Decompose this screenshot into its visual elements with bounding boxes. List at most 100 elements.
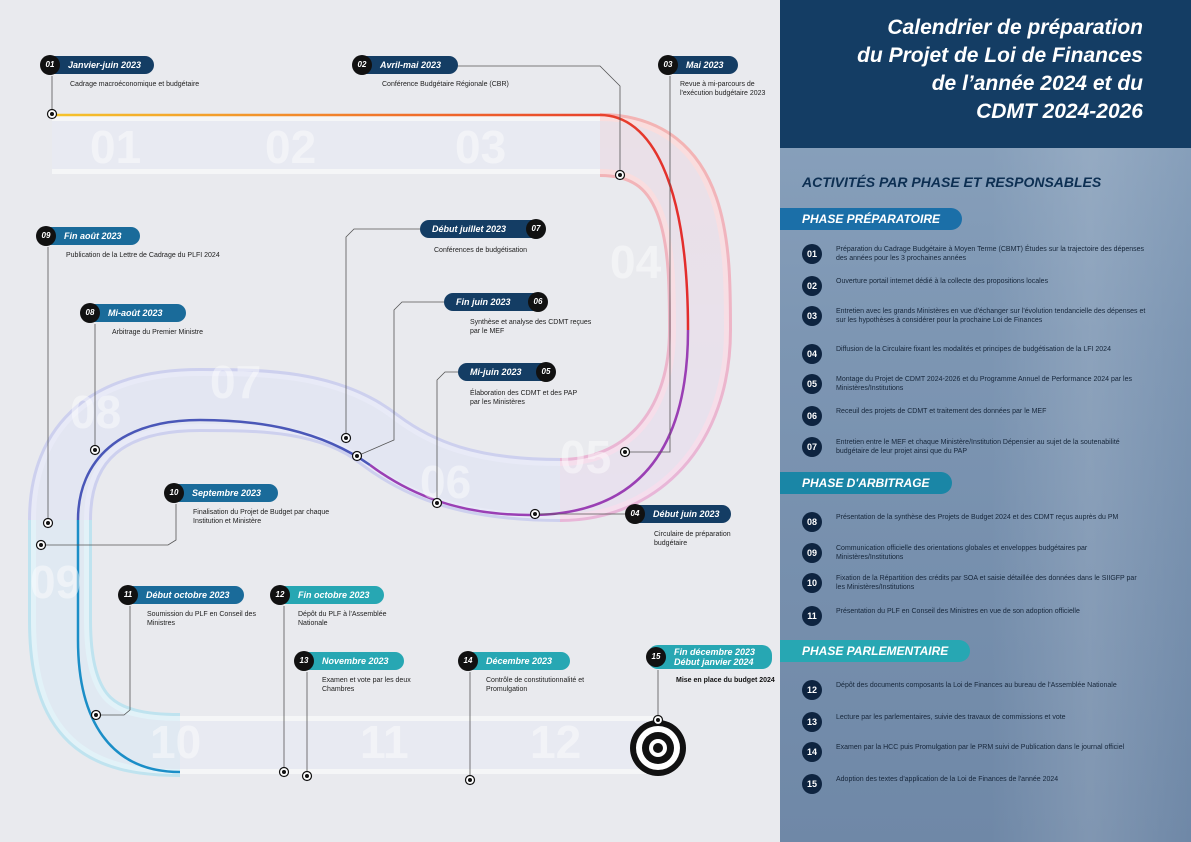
activity-number-badge: 14 xyxy=(802,742,822,762)
milestone-date-pill: 03 Mai 2023 xyxy=(658,55,738,75)
track-main-mid xyxy=(76,418,371,521)
milestone-date-pill: 06 Fin juin 2023 xyxy=(444,292,548,312)
activity-number-badge: 09 xyxy=(802,543,822,563)
milestone-date: Septembre 2023 xyxy=(192,488,262,498)
activity-text: Receuil des projets de CDMT et traitemen… xyxy=(836,408,1047,415)
milestone-dot-center xyxy=(282,770,286,774)
milestone-label: Arbitrage du Premier Ministre xyxy=(112,329,204,336)
milestone-dot-center xyxy=(94,713,98,717)
activity-number-badge: 07 xyxy=(802,437,822,457)
section-title: ACTIVITÉS PAR PHASE ET RESPONSABLES xyxy=(802,174,1102,190)
milestone-label: Soumission du PLF en Conseil des Ministr… xyxy=(147,611,256,627)
activity-text: Dépôt des documents composants la Loi de… xyxy=(836,682,1117,689)
milestone-dot-center xyxy=(435,501,439,505)
milestone-date: Mai 2023 xyxy=(686,60,724,70)
milestone-date: Novembre 2023 xyxy=(322,656,389,666)
road-month-number: 02 xyxy=(265,121,317,173)
milestone-date: Décembre 2023 xyxy=(486,656,553,666)
track-main-left xyxy=(76,520,181,774)
milestone-number-badge: 10 xyxy=(164,483,184,503)
activity-number-badge: 12 xyxy=(802,680,822,700)
title-line-1: Calendrier de préparation xyxy=(887,16,1143,39)
activity-number-badge: 01 xyxy=(802,244,822,264)
milestone-label: Revue à mi-parcours de l'exécution budgé… xyxy=(680,81,766,97)
milestone-connectors xyxy=(35,65,671,786)
milestone-number-badge: 14 xyxy=(458,651,478,671)
activity-number-badge: 05 xyxy=(802,374,822,394)
milestone-connector-line xyxy=(41,504,177,546)
milestone-label: Élaboration des CDMT et des PAP par les … xyxy=(470,390,577,406)
milestone-number-badge: 05 xyxy=(536,362,556,382)
milestone-connector-line xyxy=(356,301,444,457)
road-month-number: 04 xyxy=(610,236,662,288)
phase-title-3: PHASE PARLEMENTAIRE xyxy=(780,640,971,662)
activity-text: Préparation du Cadrage Budgétaire à Moye… xyxy=(836,246,1145,262)
milestone-number-badge: 04 xyxy=(625,504,645,524)
milestone-date-pill: 05 Mi-juin 2023 xyxy=(458,362,556,382)
milestone-number-badge: 06 xyxy=(528,292,548,312)
milestone-number-badge: 03 xyxy=(658,55,678,75)
activity-text: Présentation de la synthèse des Projets … xyxy=(836,514,1119,521)
milestone-label: Finalisation du Projet de Budget par cha… xyxy=(193,509,330,525)
activity-number-badge: 15 xyxy=(802,774,822,794)
milestone-connector-line xyxy=(345,228,420,438)
milestone-date: Début juin 2023 xyxy=(653,509,720,519)
road-month-number: 03 xyxy=(455,121,507,173)
milestone-number-badge: 07 xyxy=(526,219,546,239)
activity-number-badge: 02 xyxy=(802,276,822,296)
activity-text: Présentation du PLF en Conseil des Minis… xyxy=(836,608,1080,615)
activity-text: Fixation de la Répartition des crédits p… xyxy=(836,575,1137,591)
activity-text: Entretien entre le MEF et chaque Ministè… xyxy=(836,439,1120,455)
milestone-connector-line xyxy=(625,76,671,453)
milestone-dot-center xyxy=(344,436,348,440)
activity-number-badge: 06 xyxy=(802,406,822,426)
road-month-number: 11 xyxy=(360,716,409,768)
milestone-connector-line xyxy=(96,606,131,716)
milestone-connector-line xyxy=(406,65,621,175)
road-month-number: 12 xyxy=(530,716,582,768)
milestone-number-badge: 02 xyxy=(352,55,372,75)
milestone-connector-line xyxy=(436,371,458,503)
milestone-date-pill: 14 Décembre 2023 xyxy=(458,651,570,671)
title-line-2: du Projet de Loi de Finances xyxy=(857,44,1143,67)
activity-text: Montage du Projet de CDMT 2024-2026 et d… xyxy=(836,376,1132,392)
milestone-dot-center xyxy=(305,774,309,778)
milestone-date: Fin juin 2023 xyxy=(456,297,511,307)
milestone-date-pill: 04 Début juin 2023 xyxy=(625,504,731,524)
milestone-date: Avril-mai 2023 xyxy=(380,60,442,70)
finish-target-icon xyxy=(630,720,686,776)
milestone-label: Publication de la Lettre de Cadrage du P… xyxy=(66,252,220,259)
title-line-3: de l’année 2024 et du xyxy=(931,72,1143,95)
milestone-dot-center xyxy=(618,173,622,177)
milestone-date-pill: 15 Fin décembre 2023 Début janvier 2024 xyxy=(646,645,772,669)
activity-text: Entretien avec les grands Ministères en … xyxy=(836,308,1146,324)
milestone-label: Conférence Budgétaire Régionale (CBR) xyxy=(382,81,509,88)
milestone-number-badge: 15 xyxy=(646,647,666,667)
milestone-dot-center xyxy=(46,521,50,525)
milestone-date-pill: 12 Fin octobre 2023 xyxy=(270,585,384,605)
roadmap-road xyxy=(28,113,733,777)
milestone-dot-center xyxy=(50,112,54,116)
milestone-dot-center xyxy=(93,448,97,452)
milestone-label: Conférences de budgétisation xyxy=(434,247,528,254)
activity-text: Lecture par les parlementaires, suivie d… xyxy=(836,714,1066,721)
milestone-label: Contrôle de constitutionnalité et Promul… xyxy=(486,677,585,693)
track-main-top xyxy=(52,113,690,331)
milestone-date-pill: 01 Janvier-juin 2023 xyxy=(40,55,154,75)
milestone-dot-center xyxy=(468,778,472,782)
milestone-date: Fin août 2023 xyxy=(64,231,122,241)
milestone-date-pill: 13 Novembre 2023 xyxy=(294,651,404,671)
milestone-date: Fin octobre 2023 xyxy=(298,590,370,600)
milestone-date: Début juillet 2023 xyxy=(432,224,507,234)
milestone-date-pill: 07 Début juillet 2023 xyxy=(420,219,546,239)
milestone-date: Mi-août 2023 xyxy=(108,308,163,318)
phase-title-1: PHASE PRÉPARATOIRE xyxy=(780,208,963,230)
milestone-label: Mise en place du budget 2024 xyxy=(676,677,775,684)
road-month-number: 05 xyxy=(560,431,612,483)
phase-title-2: PHASE D'ARBITRAGE xyxy=(780,472,952,494)
milestone-label: Cadrage macroéconomique et budgétaire xyxy=(70,81,200,88)
title-line-4: CDMT 2024-2026 xyxy=(976,100,1143,123)
milestone-dot-center xyxy=(656,718,660,722)
road-month-number: 09 xyxy=(30,556,82,608)
activity-text: Communication officielle des orientation… xyxy=(836,545,1088,561)
